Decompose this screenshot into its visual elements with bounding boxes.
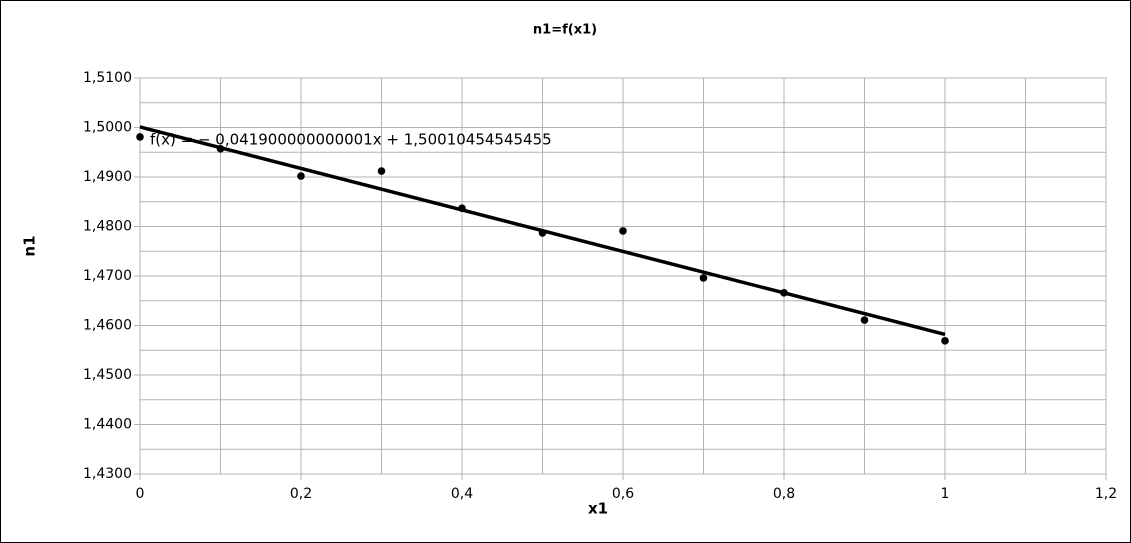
point <box>458 204 466 212</box>
point <box>538 229 547 237</box>
x-tick-label: 0,4 <box>451 486 473 502</box>
y-tick-label: 1,5000 <box>83 120 132 136</box>
x-tick-label: 1 <box>941 486 950 502</box>
y-tick-label: 1,4400 <box>83 417 132 433</box>
trendline-equation: f(x) = − 0,041900000000001x + 1,50010454… <box>150 131 552 149</box>
y-tick-label: 1,4800 <box>83 219 132 235</box>
point <box>619 227 627 235</box>
plot-frame <box>139 77 1107 475</box>
y-tick-label: 1,4500 <box>83 367 132 383</box>
y-axis-label: n1 <box>21 235 39 256</box>
point <box>780 289 788 297</box>
point <box>860 316 869 324</box>
x-axis-label: x1 <box>588 500 608 518</box>
point <box>699 274 708 282</box>
x-tick-label: 0,2 <box>290 486 312 502</box>
y-tick-label: 1,4700 <box>83 268 132 284</box>
point <box>297 172 305 180</box>
x-tick-label: 0,6 <box>612 486 634 502</box>
point <box>136 133 144 141</box>
y-tick-label: 1,4300 <box>83 466 132 482</box>
point <box>377 167 386 175</box>
y-tick-label: 1,4600 <box>83 318 132 334</box>
x-tick-label: 1,2 <box>1095 486 1117 502</box>
y-tick-label: 1,5100 <box>83 70 132 86</box>
x-tick-label: 0,8 <box>773 486 795 502</box>
point <box>941 337 949 345</box>
y-tick-label: 1,4900 <box>83 169 132 185</box>
point <box>216 144 225 153</box>
chart-title: n1=f(x1) <box>533 23 597 38</box>
x-tick-label: 0 <box>136 486 145 502</box>
